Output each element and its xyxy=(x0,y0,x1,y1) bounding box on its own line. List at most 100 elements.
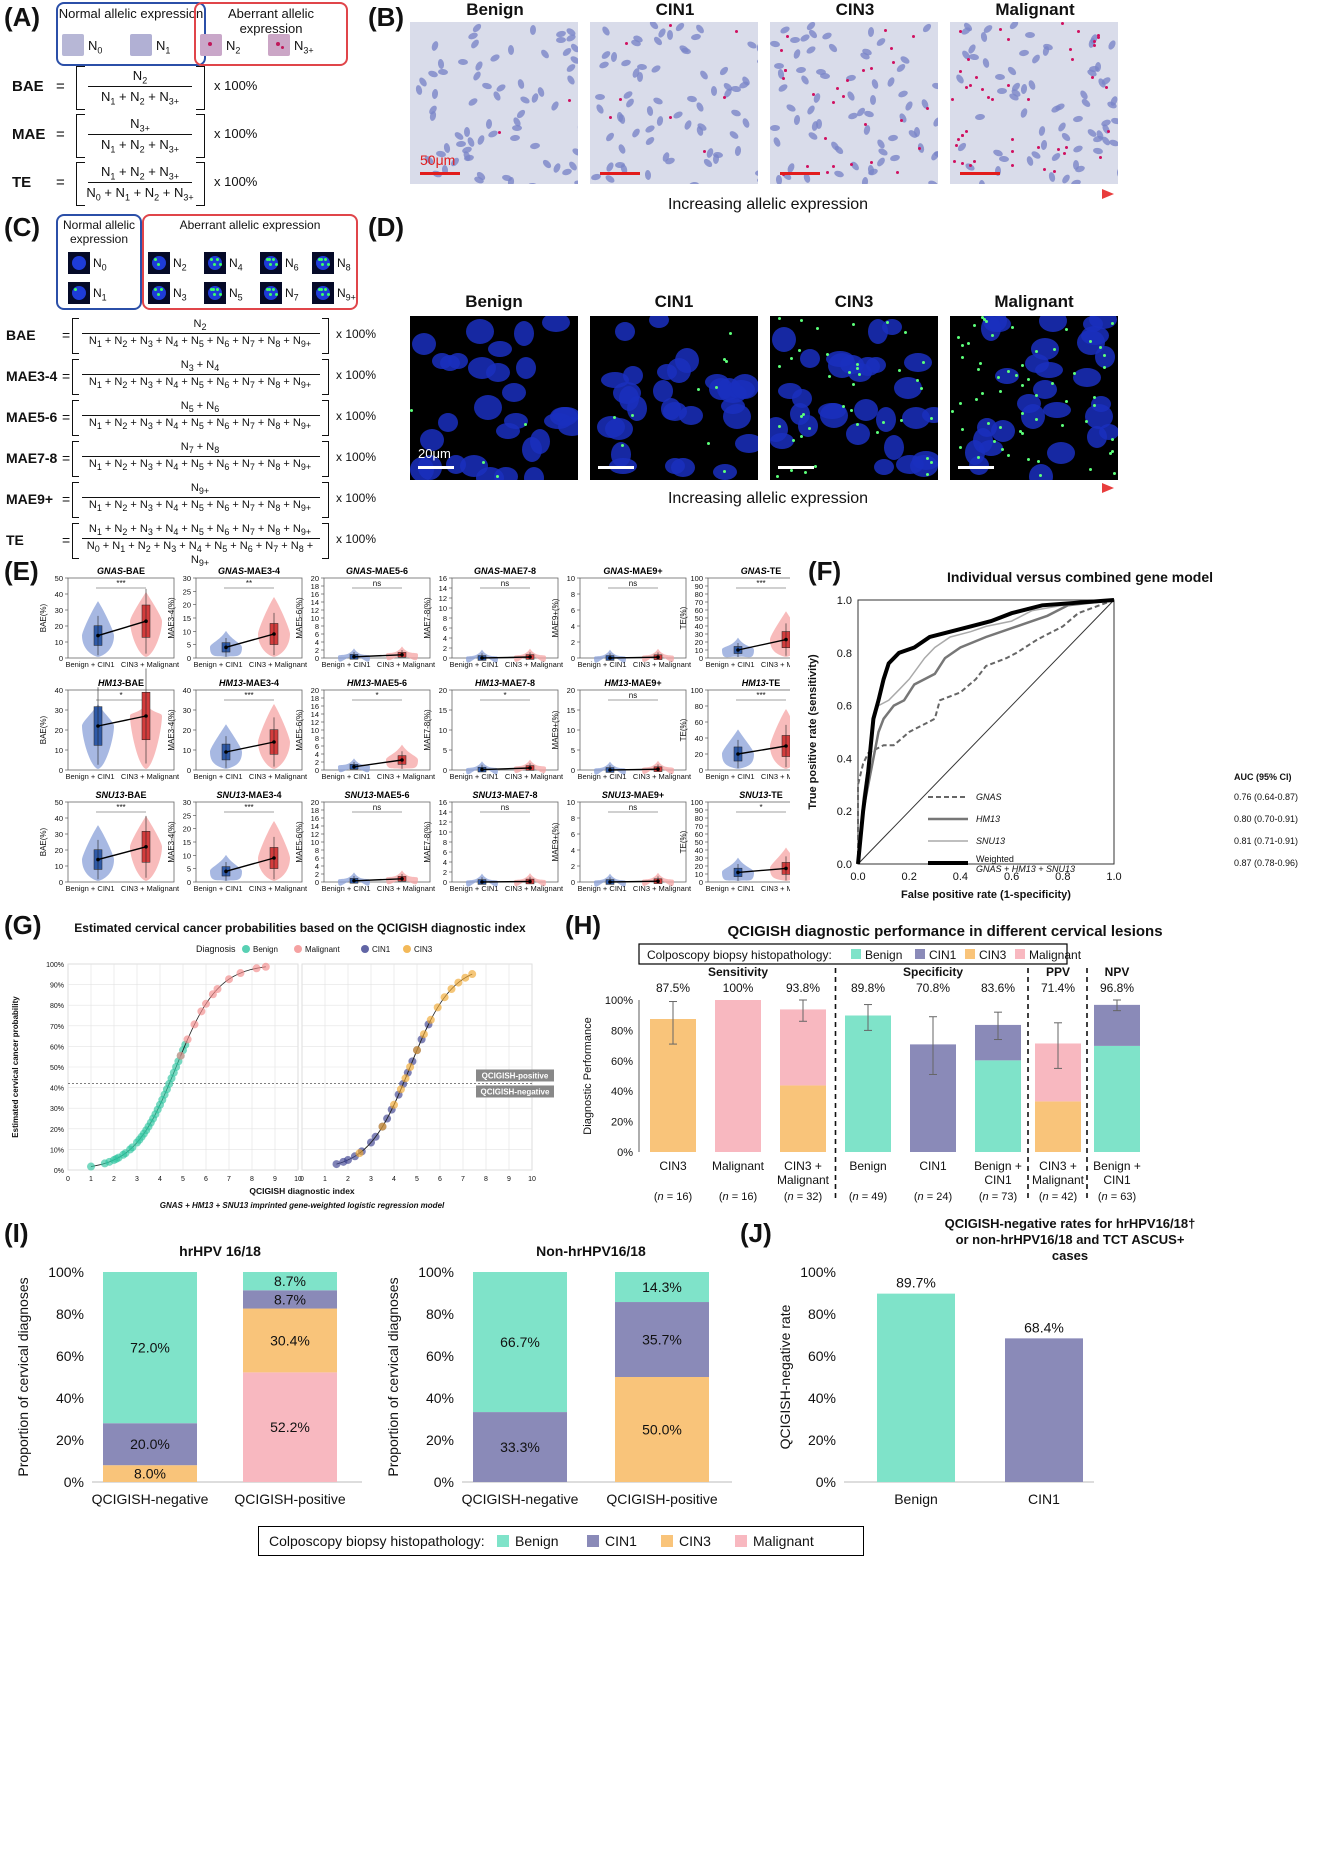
x-tick-label: 10 xyxy=(294,1176,302,1183)
y-tick-label: 12 xyxy=(439,818,447,827)
y-tick-label: 30 xyxy=(183,798,191,807)
nucleus xyxy=(1039,316,1067,332)
subplot-title: SNU13-MAE7-8 xyxy=(472,790,537,800)
signal-dot xyxy=(981,392,984,395)
y-tick-label: 20 xyxy=(311,686,319,695)
y-tick-label: 12 xyxy=(311,606,319,615)
nucleus xyxy=(648,22,660,31)
fraction-bar xyxy=(82,538,320,539)
y-tick-label: 14 xyxy=(311,710,319,719)
y-tick-label: 25 xyxy=(183,587,191,596)
signal-dot xyxy=(1111,322,1114,325)
c-normal-box-label: Normal allelic expression xyxy=(62,218,136,246)
signal-dot xyxy=(318,288,321,291)
bracket-right xyxy=(322,400,329,436)
y-tick-label: 40 xyxy=(183,686,191,695)
plot-frame xyxy=(67,577,175,659)
signal-dot xyxy=(987,96,990,99)
nucleus xyxy=(974,113,986,121)
nucleus xyxy=(968,53,980,61)
bracket-left xyxy=(76,66,85,110)
nucleus xyxy=(541,158,553,170)
signal-dot xyxy=(792,439,795,442)
signal-dot xyxy=(961,356,964,359)
y-tick-label: 16 xyxy=(439,574,447,583)
nucleus xyxy=(558,417,578,436)
y-tick-label: 0 xyxy=(315,654,319,663)
signal-dot xyxy=(951,98,954,101)
x-tick-label: 1 xyxy=(89,1176,93,1183)
median-line xyxy=(97,846,147,861)
y-tick-label: 60 xyxy=(695,718,703,727)
n-label: (n = 63) xyxy=(1098,1191,1136,1203)
y-tick-label: 40% xyxy=(50,1086,64,1093)
nucleus xyxy=(594,103,606,115)
positive-label: QCIGISH-positive xyxy=(482,1071,549,1080)
subplot-title: GNAS-MAE3-4 xyxy=(218,566,280,576)
signal-dot xyxy=(1019,430,1022,433)
signal-dot xyxy=(842,95,845,98)
significance-label: ns xyxy=(629,691,637,700)
y-tick-label: 70 xyxy=(695,822,703,831)
median-point xyxy=(608,880,612,884)
median-point xyxy=(144,619,148,623)
equation-name: MAE5-6 xyxy=(6,409,58,425)
nucleus xyxy=(555,36,567,44)
nucleus xyxy=(886,76,896,88)
median-point xyxy=(400,653,404,657)
median-point xyxy=(400,877,404,881)
thumb-label: N8 xyxy=(337,256,351,273)
nucleus xyxy=(887,134,899,142)
bar-value-label: 89.8% xyxy=(851,981,885,995)
positive-label-bg xyxy=(476,1069,554,1082)
legend-label: SNU13 xyxy=(976,836,1005,846)
aberrant-box-label: Aberrant allelic expression xyxy=(228,6,314,36)
y-tick-label: 16 xyxy=(439,798,447,807)
signal-dot xyxy=(842,405,845,408)
nucleus xyxy=(515,108,527,120)
nucleus xyxy=(1040,139,1048,151)
signal-dot xyxy=(1113,472,1116,475)
nucleus xyxy=(431,88,439,100)
proportion-charts: hrHPV 16/18 0% 20% 40% 60% 80% 100% Proportion … xyxy=(15,1243,732,1507)
signal-dot xyxy=(926,457,929,460)
signal-dot xyxy=(219,263,222,266)
median-point xyxy=(272,856,276,860)
group-label: PPV xyxy=(1046,965,1070,979)
nucleus xyxy=(1060,131,1072,143)
x-tick-label: CIN1 xyxy=(1028,1491,1060,1507)
y-tick-label: 30% xyxy=(50,1106,64,1113)
legend-label: Benign xyxy=(865,948,902,962)
image-title: Benign xyxy=(465,292,523,311)
signal-dot xyxy=(957,336,960,339)
x-tick-label: Benign + CIN1 xyxy=(450,660,499,669)
thumb-label: N5 xyxy=(229,286,243,303)
signal-dot xyxy=(957,138,960,141)
nucleus xyxy=(903,100,915,112)
y-tick-label: 100 xyxy=(690,686,703,695)
nucleus xyxy=(712,153,720,165)
y-tick-label: 0 xyxy=(59,878,63,887)
nucleus xyxy=(675,348,699,373)
signal-dot xyxy=(154,288,157,291)
y-tick-label: 0 xyxy=(59,766,63,775)
signal-dot xyxy=(918,147,921,150)
median-point xyxy=(736,648,740,652)
signal-dot xyxy=(729,332,732,335)
x-tick-label: Benign + CIN1 xyxy=(194,772,243,781)
cell-thumbnail xyxy=(130,34,152,56)
image-title: Benign xyxy=(466,0,524,19)
nucleus xyxy=(467,96,479,108)
nucleus xyxy=(604,131,616,143)
signal-dot xyxy=(920,387,923,390)
nucleus xyxy=(427,69,439,79)
signal-dot xyxy=(723,358,726,361)
nucleus xyxy=(875,36,887,48)
y-tick-label: 0.4 xyxy=(837,753,852,765)
y-tick-label: 100 xyxy=(690,798,703,807)
x-tick-label: CIN3 + Malignant xyxy=(249,660,308,669)
signal-dot xyxy=(1035,394,1038,397)
nucleus xyxy=(731,374,758,399)
signal-dot xyxy=(1051,382,1054,385)
signal-dot xyxy=(321,263,324,266)
